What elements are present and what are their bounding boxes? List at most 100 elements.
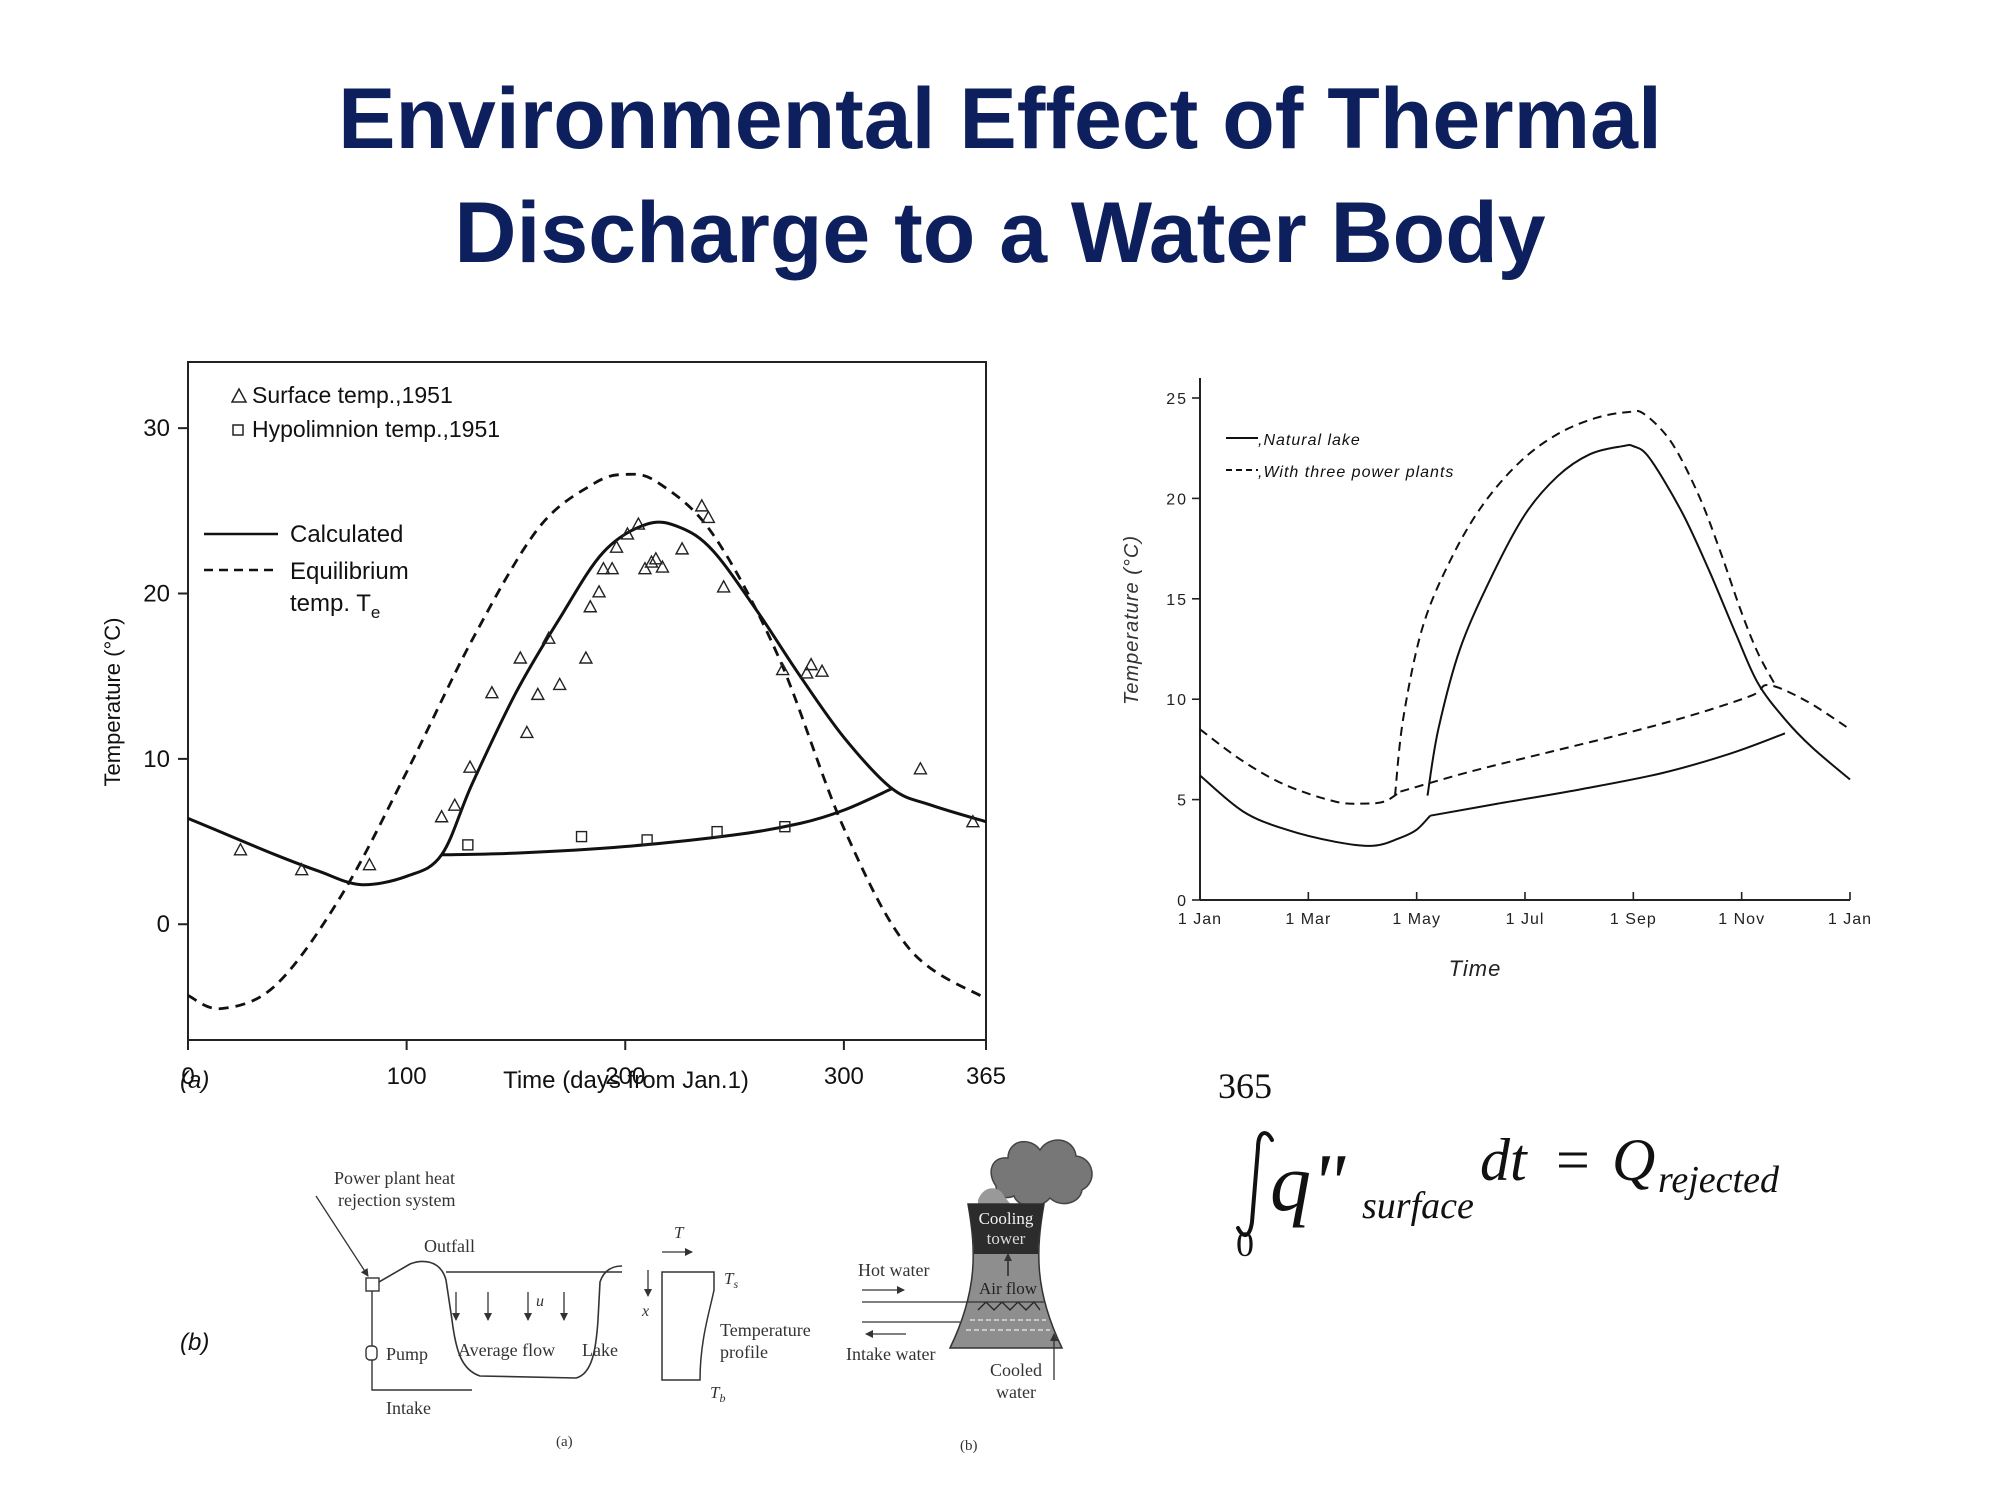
surface-temp-point bbox=[591, 584, 607, 598]
legend-square-marker bbox=[232, 424, 244, 436]
chart-a-legend: Surface temp.,1951 Hypolimnion temp.,195… bbox=[204, 382, 500, 622]
chart-b-legend: ,Natural lake ,With three power plants bbox=[1226, 432, 1453, 481]
slide-title-line-1: Environmental Effect of Thermal bbox=[338, 71, 1662, 167]
surface-temp-point bbox=[447, 797, 462, 811]
chart-a-y-tick-label: 10 bbox=[143, 746, 170, 773]
surface-temp-point bbox=[655, 559, 670, 573]
chart-b-y-tick-label: 5 bbox=[1177, 793, 1188, 810]
panel-b-label: (b) bbox=[180, 1329, 209, 1356]
hypolimnion-temp-point bbox=[779, 820, 791, 833]
legend-equilibrium-label: Equilibrium bbox=[290, 558, 409, 585]
chart-b-y-tick-label: 0 bbox=[1177, 893, 1188, 910]
surface-temp-point bbox=[775, 662, 790, 676]
chart-a-y-tick-label: 20 bbox=[143, 581, 170, 608]
chart-b-y-ticks: 0 5 10 15 20 25 bbox=[1166, 391, 1200, 910]
tower-zigzag bbox=[977, 1301, 1041, 1311]
profile-label-line-1: Temperature bbox=[720, 1320, 811, 1340]
chart-a-x-tick-label: 365 bbox=[966, 1063, 1006, 1090]
heat-rejection-box bbox=[365, 1277, 380, 1292]
legend-triangle-marker bbox=[230, 387, 248, 403]
surface-temp-point bbox=[530, 686, 545, 701]
surface-temp-point bbox=[583, 599, 598, 613]
profile-t-label: T bbox=[674, 1223, 685, 1242]
equation-dt: dt bbox=[1480, 1127, 1528, 1193]
surface-temp-point bbox=[519, 724, 535, 739]
chart-b-x-tick-label: 1 Jan bbox=[1828, 911, 1872, 928]
surface-temp-point bbox=[462, 759, 478, 773]
chart-b-x-axis-label: Time bbox=[1449, 956, 1502, 981]
chart-b-x-tick-label: 1 Jul bbox=[1506, 911, 1545, 928]
steam-plume-icon bbox=[978, 1188, 1012, 1206]
surface-temp-point bbox=[674, 541, 690, 555]
equation-equals: = bbox=[1556, 1127, 1590, 1193]
chart-a-series-line bbox=[187, 472, 987, 1011]
surface-temp-point bbox=[803, 657, 819, 671]
surface-temp-point bbox=[631, 516, 646, 530]
surface-temp-point bbox=[541, 630, 556, 644]
surface-temp-point bbox=[434, 809, 449, 823]
chart-a-panel-label: (a) bbox=[180, 1067, 209, 1094]
surface-temp-point bbox=[701, 509, 716, 524]
chart-a-x-axis-label: Time (days from Jan.1) bbox=[503, 1067, 749, 1094]
chart-a-frame bbox=[187, 361, 987, 1041]
chart-a-lines bbox=[187, 472, 987, 1011]
profile-tb-label: Tb bbox=[710, 1383, 725, 1405]
profile-ts-sub: s bbox=[733, 1277, 738, 1291]
lake-basin bbox=[378, 1260, 623, 1379]
legend-natural-label: ,Natural lake bbox=[1258, 432, 1361, 449]
chart-b-x-tick-label: 1 Sep bbox=[1610, 911, 1657, 928]
chart-a-series-line bbox=[187, 520, 987, 887]
lake-avg-flow-label: Average flow bbox=[458, 1340, 555, 1360]
chart-b-y-tick-label: 20 bbox=[1166, 491, 1188, 508]
surface-temp-point bbox=[648, 551, 664, 565]
chart-b-y-tick-label: 25 bbox=[1166, 391, 1188, 408]
chart-a-x-tick-label: 100 bbox=[387, 1063, 427, 1090]
lake-caption: (a) bbox=[556, 1434, 573, 1450]
surface-temp-point bbox=[609, 539, 624, 553]
legend-hypolimnion-label: Hypolimnion temp.,1951 bbox=[252, 416, 500, 442]
profile-ts-label: Ts bbox=[724, 1269, 738, 1291]
equation-result: Q bbox=[1612, 1127, 1655, 1193]
chart-a-y-tick-label: 30 bbox=[143, 415, 170, 442]
temperature-profile bbox=[661, 1271, 715, 1381]
lake-title-pointer bbox=[315, 1195, 369, 1277]
chart-a-y-tick-label: 0 bbox=[157, 911, 170, 938]
surface-temp-point bbox=[694, 498, 709, 512]
tower-intake-water-label: Intake water bbox=[846, 1344, 935, 1364]
heat-equation: 365 q" surface dt = Q rejected 0 bbox=[1218, 1066, 1780, 1264]
profile-tb-sub: b bbox=[719, 1391, 725, 1405]
surface-temp-point bbox=[913, 761, 928, 775]
chart-b-y-tick-label: 15 bbox=[1166, 592, 1188, 609]
tower-cooled-label-line-1: Cooled bbox=[990, 1360, 1042, 1380]
legend-te-sub: e bbox=[371, 603, 380, 622]
surface-temp-point bbox=[578, 650, 594, 664]
chart-a-y-axis-label: Temperature (°C) bbox=[100, 618, 125, 787]
chart-b-x-ticks: 1 Jan 1 Mar 1 May 1 Jul 1 Sep 1 Nov 1 Jan bbox=[1178, 892, 1872, 928]
chart-b-series-line bbox=[1400, 684, 1851, 793]
surface-temp-point bbox=[484, 685, 500, 699]
surface-temp-point bbox=[965, 814, 981, 828]
surface-temp-point bbox=[233, 842, 248, 856]
hypolimnion-temp-point bbox=[575, 830, 588, 843]
tower-hot-water-label: Hot water bbox=[858, 1260, 929, 1280]
surface-temp-point bbox=[513, 650, 528, 664]
hypolimnion-temp-point bbox=[462, 839, 474, 851]
tower-caption: (b) bbox=[960, 1438, 978, 1454]
surface-temp-point bbox=[637, 561, 653, 575]
slide-title: Environmental Effect of Thermal Discharg… bbox=[0, 62, 2000, 290]
chart-b-series-line bbox=[1430, 732, 1786, 817]
chart-b-x-tick-label: 1 Jan bbox=[1178, 911, 1222, 928]
lake-title-line-1: Power plant heat bbox=[334, 1168, 455, 1188]
chart-b-x-tick-label: 1 May bbox=[1392, 911, 1441, 928]
chart-a-x-ticks: 0 100 200 300 365 bbox=[181, 1040, 1006, 1090]
surface-temp-point bbox=[644, 554, 659, 568]
hypolimnion-temp-point bbox=[641, 834, 653, 846]
lake-pump-label: Pump bbox=[386, 1344, 428, 1364]
surface-temp-point bbox=[596, 561, 611, 575]
surface-temp-point bbox=[604, 561, 620, 575]
lake-intake-label: Intake bbox=[386, 1398, 431, 1418]
surface-temp-point bbox=[620, 526, 635, 540]
chart-a-y-ticks: 0 10 20 30 bbox=[143, 415, 188, 938]
chart-b-series-line bbox=[1394, 409, 1776, 796]
